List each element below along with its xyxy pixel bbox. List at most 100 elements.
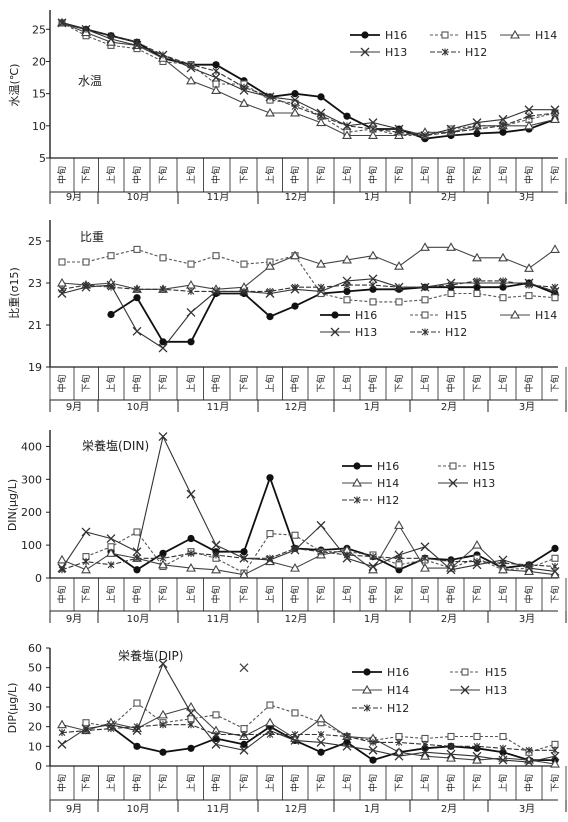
legend-label: H14 <box>377 477 399 490</box>
marker <box>447 558 455 566</box>
marker <box>447 732 455 741</box>
month-label: 11月 <box>207 401 230 413</box>
legend-item: H12 <box>410 326 467 339</box>
period-label: 下旬 <box>80 774 92 792</box>
period-label: 下旬 <box>471 585 483 603</box>
marker <box>446 565 456 575</box>
marker <box>460 685 470 695</box>
marker <box>499 744 507 752</box>
marker <box>81 527 91 537</box>
marker <box>395 561 403 569</box>
marker <box>369 756 377 764</box>
marker <box>368 118 378 128</box>
marker <box>343 287 351 295</box>
marker <box>187 549 195 557</box>
period-label: 上旬 <box>264 374 276 392</box>
month-label: 3月 <box>519 401 535 413</box>
legend: H16 H15 H14 H13 H12 <box>342 460 495 507</box>
period-label: 下旬 <box>393 374 405 392</box>
legend: H16 H15 H14 H13 H12 <box>320 309 557 339</box>
series-line <box>110 282 556 343</box>
period-label: 下旬 <box>471 774 483 792</box>
marker <box>211 85 221 94</box>
legend-item: H12 <box>430 46 487 59</box>
period-label: 下旬 <box>315 166 327 184</box>
marker <box>211 73 221 83</box>
y-tick-label: 10 <box>28 740 42 753</box>
y-tick-label: 100 <box>21 539 42 552</box>
period-label: 中旬 <box>56 774 68 792</box>
y-tick-label: 400 <box>21 440 42 453</box>
legend-label: H16 <box>387 666 409 679</box>
marker <box>420 751 430 760</box>
period-label: 中旬 <box>367 585 379 603</box>
marker <box>360 47 370 57</box>
marker <box>395 298 403 306</box>
marker <box>317 112 325 120</box>
marker <box>187 715 195 723</box>
period-label: 下旬 <box>471 374 483 392</box>
marker <box>186 701 196 711</box>
marker <box>158 659 168 669</box>
marker <box>473 125 481 133</box>
marker <box>394 520 404 529</box>
legend-label: H12 <box>465 46 487 59</box>
month-label: 11月 <box>207 613 230 625</box>
marker <box>159 285 167 293</box>
month-label: 10月 <box>127 401 150 413</box>
marker <box>57 739 67 749</box>
marker <box>421 296 429 304</box>
marker <box>394 751 404 761</box>
series-line <box>110 725 555 762</box>
period-label: 中旬 <box>445 374 457 392</box>
month-label: 1月 <box>364 613 380 625</box>
marker <box>420 563 430 572</box>
period-label: 下旬 <box>157 774 169 792</box>
marker <box>212 61 220 69</box>
marker <box>316 737 326 747</box>
marker <box>57 289 67 298</box>
series-line <box>61 22 556 140</box>
marker <box>187 338 195 346</box>
marker <box>551 740 559 748</box>
legend-item: H15 <box>410 309 467 322</box>
period-label: 上旬 <box>105 585 117 603</box>
marker <box>361 31 369 39</box>
marker <box>395 554 403 562</box>
marker <box>187 744 195 752</box>
marker <box>498 114 508 124</box>
period-label: 下旬 <box>157 166 169 184</box>
marker <box>317 748 325 756</box>
marker <box>58 729 66 737</box>
month-label: 11月 <box>207 803 230 815</box>
marker <box>133 566 141 574</box>
month-label: 12月 <box>285 613 308 625</box>
marker <box>472 540 482 549</box>
marker <box>342 254 352 264</box>
period-label: 上旬 <box>264 585 276 603</box>
period-label: 中旬 <box>210 166 222 184</box>
period-axis: 中旬 下旬 上旬 中旬 下旬 上旬 中旬 下旬 上旬 中旬 下旬 上旬 中旬 下旬 上旬 中旬 下旬 上旬 中旬 下旬… <box>49 367 567 413</box>
y-axis-label: 比重(σ15) <box>7 267 21 319</box>
month-label: 2月 <box>441 803 457 815</box>
marker <box>343 112 351 120</box>
marker <box>212 252 220 260</box>
marker <box>551 544 559 553</box>
marker <box>524 757 534 767</box>
marker <box>291 731 299 739</box>
marker <box>473 732 481 741</box>
period-label: 上旬 <box>341 374 353 392</box>
marker <box>186 75 196 85</box>
month-label: 2月 <box>441 613 457 625</box>
marker <box>159 748 167 756</box>
series-line <box>61 724 555 751</box>
marker <box>290 107 300 117</box>
legend-item: H13 <box>350 46 407 59</box>
marker <box>524 105 534 115</box>
period-label: 上旬 <box>105 774 117 792</box>
series-line <box>61 22 555 137</box>
marker <box>291 544 299 552</box>
period-label: 中旬 <box>131 774 143 792</box>
y-tick-label: 0 <box>35 572 42 585</box>
